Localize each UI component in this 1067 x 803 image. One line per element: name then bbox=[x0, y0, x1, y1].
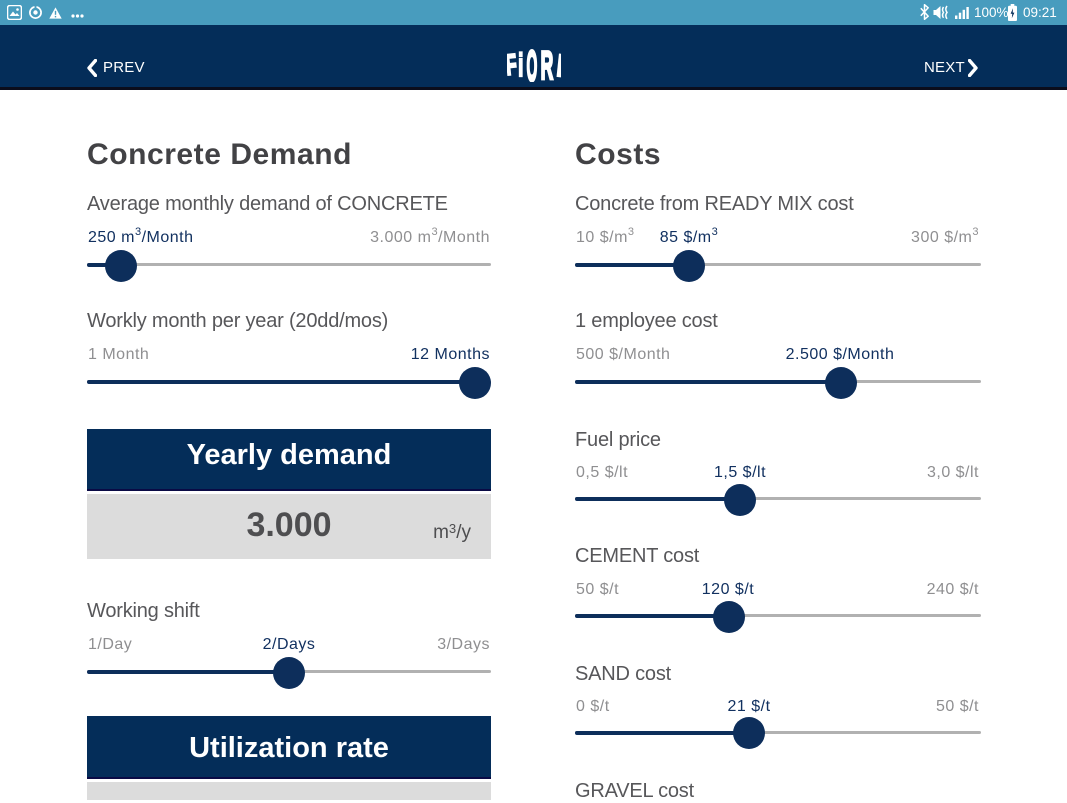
svg-text:I: I bbox=[555, 48, 561, 82]
svg-text:O: O bbox=[527, 47, 538, 82]
svg-text:i: i bbox=[518, 47, 523, 82]
svg-text:R: R bbox=[541, 47, 554, 82]
svg-text:F: F bbox=[507, 49, 518, 82]
